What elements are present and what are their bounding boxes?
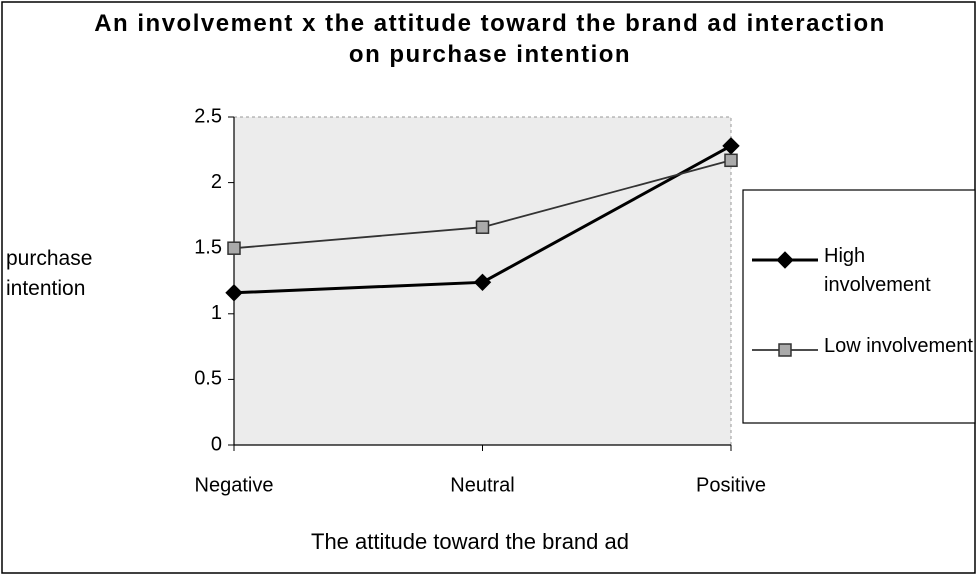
legend-label: Low involvement [824,335,973,357]
y-tick-label: 2 [211,171,222,193]
x-axis-title: The attitude toward the brand ad [311,529,629,554]
y-tick-label: 0 [211,433,222,455]
chart-title: An involvement x the attitude toward the… [94,10,886,68]
legend-label: High involvement [824,245,931,296]
x-tick-label: Neutral [450,474,514,496]
y-axis-title: purchase intention [6,247,93,300]
legend-marker [778,343,792,357]
data-point [724,153,738,168]
data-point [475,220,490,234]
y-tick-label: 0.5 [194,368,222,390]
legend-box [742,189,976,424]
y-tick-label: 2.5 [194,105,222,127]
y-tick-label: 1.5 [194,236,222,258]
data-point [473,273,492,292]
data-point [225,284,243,302]
x-tick-label: Negative [195,474,274,496]
data-point [227,241,241,255]
legend-marker [776,251,794,269]
y-tick-label: 1 [211,302,222,324]
x-tick-label: Positive [696,474,766,496]
